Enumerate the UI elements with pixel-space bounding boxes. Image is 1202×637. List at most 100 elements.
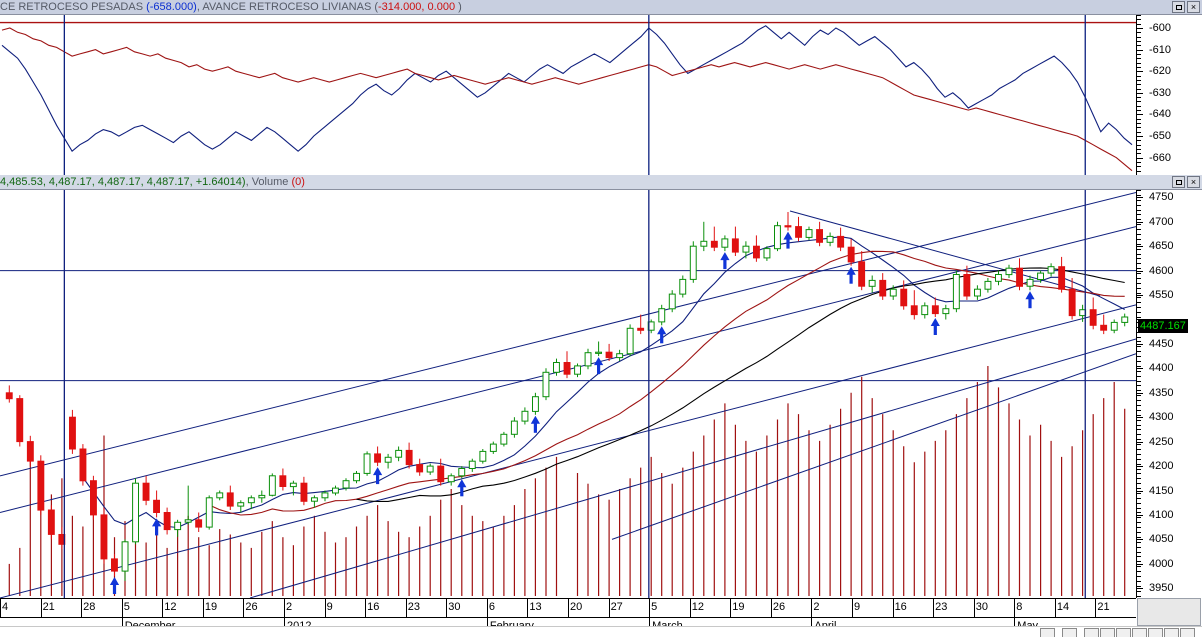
axis-tick — [1137, 441, 1143, 443]
panel-titlebar-advance-decline[interactable]: CE RETROCESO PESADAS (-658.000), AVANCE … — [0, 0, 1202, 15]
day-tick-label: 16 — [367, 601, 380, 613]
axis-minor-tick — [1137, 287, 1141, 289]
candle-body — [237, 502, 245, 507]
candlestick-plot-area[interactable] — [0, 190, 1136, 598]
maximize-icon[interactable] — [1172, 176, 1185, 188]
candle-body — [279, 475, 287, 487]
axis-minor-tick — [1137, 110, 1141, 112]
candle-body — [521, 410, 529, 422]
axis-minor-tick — [1137, 144, 1141, 146]
axis-tick — [1137, 588, 1143, 590]
candle-body — [1058, 266, 1066, 290]
candle-body — [774, 225, 781, 250]
candle-body — [532, 396, 539, 412]
axis-minor-tick — [1137, 512, 1141, 514]
axis-minor-tick — [1137, 297, 1141, 299]
day-tick-separator — [121, 599, 123, 618]
day-tick-label: 9 — [326, 601, 333, 613]
toolbar-button-5[interactable] — [1116, 628, 1131, 637]
axis-minor-tick — [1137, 551, 1141, 553]
axis-minor-tick — [1137, 84, 1141, 86]
toolbar-button-4[interactable] — [1100, 628, 1115, 637]
day-tick-label: 8 — [1016, 601, 1023, 613]
toolbar-button-6[interactable] — [1132, 628, 1147, 637]
axis-tick-label: 4100 — [1149, 508, 1174, 521]
axis-tick-label: -650 — [1149, 130, 1172, 143]
axis-minor-tick — [1137, 483, 1141, 485]
axis-minor-tick — [1137, 258, 1141, 260]
panel-titlebar-price[interactable]: 4,485.53, 4,487.17, 4,487.17, 4,487.17, … — [0, 175, 1202, 190]
candle-body — [689, 245, 697, 280]
axis-tick-label: 4700 — [1149, 215, 1174, 228]
day-tick-label: 30 — [448, 601, 461, 613]
candle-body — [910, 305, 918, 316]
candle-body — [205, 497, 213, 528]
axis-tick — [1137, 157, 1143, 159]
advance-decline-lines — [0, 15, 1136, 175]
day-tick-label: 19 — [204, 601, 218, 613]
candle-body — [931, 305, 939, 315]
toolbar-button-9[interactable] — [1180, 628, 1195, 637]
axis-tick-label: 4300 — [1149, 411, 1174, 424]
day-tick-label: 2 — [813, 601, 820, 613]
buy-signal-arrow-icon — [152, 518, 162, 536]
candle-body — [1068, 288, 1076, 317]
candle-body — [5, 392, 13, 400]
axis-minor-tick — [1137, 204, 1141, 206]
axis-minor-tick — [1137, 248, 1141, 250]
axis-minor-tick — [1137, 580, 1141, 582]
day-tick-separator — [40, 599, 42, 618]
axis-tick — [1137, 295, 1143, 297]
advance-decline-plot-area[interactable] — [0, 15, 1136, 175]
buy-signal-arrow-icon — [457, 479, 467, 497]
candle-body — [426, 465, 434, 473]
day-tick-separator — [933, 599, 935, 618]
axis-minor-tick — [1137, 58, 1141, 60]
axis-minor-tick — [1137, 282, 1141, 284]
day-tick-label: 28 — [83, 601, 96, 613]
candle-body — [763, 248, 771, 259]
toolbar-button-8[interactable] — [1164, 628, 1179, 637]
candle-body — [605, 351, 613, 359]
axis-corner-box[interactable] — [1137, 598, 1201, 626]
axis-tick-label: -620 — [1149, 65, 1172, 78]
candle-body — [405, 449, 413, 466]
axis-minor-tick — [1137, 556, 1141, 558]
candle-body — [616, 353, 624, 359]
candle-body — [247, 497, 255, 504]
bottom-toolbar-strip[interactable] — [0, 626, 1202, 637]
day-tick-separator — [892, 599, 894, 618]
toolbar-button-1[interactable] — [1040, 628, 1055, 637]
day-tick-label: 4 — [2, 601, 9, 613]
axis-tick-label: 4150 — [1149, 484, 1174, 497]
axis-minor-tick — [1137, 453, 1141, 455]
day-tick-label: 5 — [651, 601, 658, 613]
candle-body — [1100, 324, 1108, 331]
candle-body — [679, 278, 687, 295]
candle-body — [742, 245, 750, 253]
day-tick-label: 19 — [732, 601, 745, 613]
day-tick-label: 16 — [894, 601, 907, 613]
toolbar-button-7[interactable] — [1148, 628, 1163, 637]
axis-minor-tick — [1137, 170, 1141, 172]
axis-minor-tick — [1137, 395, 1141, 397]
axis-tick — [1137, 246, 1143, 248]
axis-minor-tick — [1137, 243, 1141, 245]
toolbar-button-2[interactable] — [1062, 628, 1077, 637]
day-tick-label: 21 — [42, 601, 55, 613]
candle-body — [595, 351, 602, 354]
day-tick-label: 26 — [245, 601, 258, 613]
buy-signal-arrow-icon — [783, 231, 793, 249]
maximize-icon[interactable] — [1172, 1, 1185, 13]
trendline — [249, 338, 1136, 598]
candle-body — [784, 225, 792, 228]
close-icon[interactable]: × — [1187, 176, 1200, 188]
toolbar-button-3[interactable] — [1084, 628, 1099, 637]
series-line — [1, 27, 1133, 172]
candle-body — [132, 482, 140, 543]
axis-minor-tick — [1137, 233, 1141, 235]
close-icon[interactable]: × — [1187, 1, 1200, 13]
buy-signal-arrow-icon — [594, 357, 604, 375]
axis-minor-tick — [1137, 88, 1141, 90]
day-tick-separator — [852, 599, 853, 618]
